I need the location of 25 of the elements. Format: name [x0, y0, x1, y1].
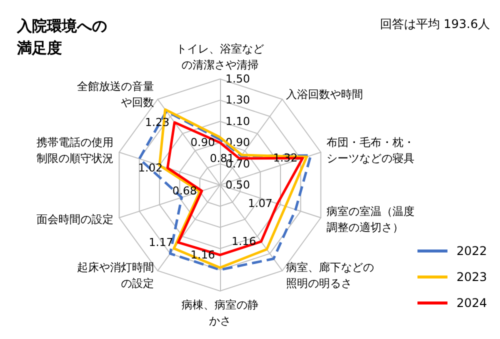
data-label: 1.16 [232, 235, 256, 248]
y-tick-label: 1.10 [226, 114, 250, 128]
data-label: 1.02 [138, 161, 163, 174]
data-label: 1.32 [273, 152, 298, 165]
spoke-label: 入浴回数や時間 [286, 88, 363, 101]
data-label: 0.68 [172, 184, 197, 198]
data-label: 1.17 [148, 236, 174, 249]
legend-label: 2023 [456, 270, 488, 284]
legend-label: 2024 [456, 296, 488, 310]
spoke-label: 全館放送の音量や回数 [77, 80, 154, 109]
text: 回答は平均 193.6人 [380, 17, 490, 31]
y-tick-label: 1.30 [226, 94, 250, 107]
data-label: 1.07 [248, 197, 272, 210]
spoke-label: 起床や消灯時間の設定 [77, 261, 154, 290]
spoke-label: 病室の室温（温度調整の適切さ） [326, 205, 415, 234]
y-tick-label: 1.50 [226, 72, 250, 86]
spoke-label: 携帯電話の使用制限の順守状況 [36, 136, 114, 165]
spoke-label: 病室、廊下などの照明の明るさ [286, 261, 374, 290]
spoke-label: 面会時間の設定 [36, 213, 114, 226]
spoke-label: トイレ、浴室などの清潔さや清掃 [176, 42, 264, 72]
legend-label: 2022 [456, 244, 488, 258]
spoke-label: 布団・毛布・枕・シーツなどの寝具 [326, 136, 415, 165]
chart-title: 入院環境への満足度 [16, 17, 107, 57]
y-tick-label: 0.50 [226, 178, 250, 192]
spoke-label: 病棟、病室の静かさ [182, 298, 258, 328]
